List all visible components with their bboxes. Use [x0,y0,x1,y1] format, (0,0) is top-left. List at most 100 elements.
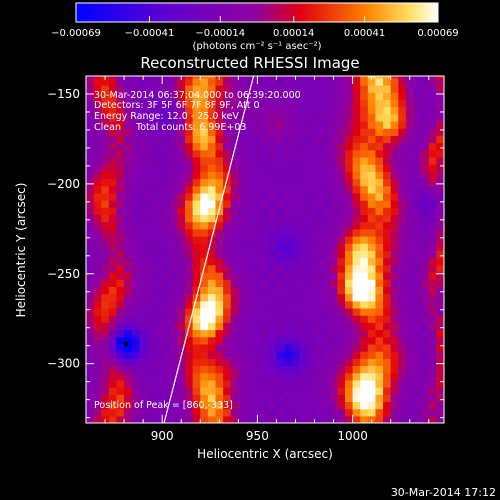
heatmap-cell [291,156,300,165]
generated-timestamp: 30-Mar-2014 17:12 [391,486,496,499]
heatmap-cell [215,372,224,381]
heatmap-cell [146,76,156,79]
heatmap-cell [390,185,399,194]
heatmap-cell [398,228,407,237]
heatmap-cell [268,214,278,223]
heatmap-cell [276,214,285,223]
heatmap-cell [306,192,316,201]
heatmap-cell [405,207,415,216]
heatmap-cell [299,200,308,208]
heatmap-cell [116,228,125,237]
heatmap-cell [405,106,415,115]
heatmap-cell [93,271,102,280]
heatmap-cell [116,120,125,129]
heatmap-cell [428,236,437,244]
heatmap-cell [375,207,384,216]
heatmap-cell [299,76,308,79]
heatmap-cell [253,185,262,194]
heatmap-cell [322,336,331,345]
heatmap-cell [253,315,262,323]
heatmap-cell [284,329,293,338]
heatmap-cell [139,379,148,388]
heatmap-cell [116,113,125,122]
heatmap-cell [162,120,171,129]
heatmap-cell [245,185,255,194]
heatmap-cell [436,279,444,287]
heatmap-cell [329,128,338,136]
heatmap-cell [177,92,186,100]
heatmap-cell [162,164,171,172]
heatmap-cell [131,401,140,410]
heatmap-cell [284,207,293,216]
heatmap-cell [383,415,392,423]
heatmap-cell [116,185,125,194]
heatmap-cell [375,156,384,165]
heatmap-cell [405,192,415,201]
heatmap-cell [398,149,407,158]
heatmap-cell [200,178,209,187]
heatmap-cell [428,257,437,266]
heatmap-cell [86,243,95,251]
heatmap-cell [268,372,278,381]
heatmap-cell [169,164,179,172]
heatmap-cell [306,322,316,331]
heatmap-cell [421,351,430,359]
heatmap-cell [344,372,354,381]
heatmap-cell [245,99,255,108]
heatmap-cell [352,271,361,280]
heatmap-cell [245,207,255,216]
heatmap-cell [322,106,331,115]
heatmap-cell [383,92,392,100]
heatmap-cell [337,120,346,129]
heatmap-cell [185,120,194,129]
heatmap-cell [261,336,270,345]
heatmap-cell [215,200,224,208]
heatmap-cell [93,351,102,359]
heatmap-cell [329,135,338,144]
heatmap-cell [261,214,270,223]
heatmap-cell [367,286,377,295]
heatmap-cell [230,300,239,309]
heatmap-cell [146,135,156,144]
heatmap-cell [223,200,232,208]
heatmap-cell [169,358,179,367]
heatmap-cell [207,351,217,359]
heatmap-cell [86,415,95,423]
y-tick-label: −250 [47,267,80,281]
heatmap-cell [436,286,444,295]
heatmap-cell [276,351,285,359]
heatmap-cell [314,207,323,216]
heatmap-cell [108,236,118,244]
heatmap-cell [329,77,338,86]
heatmap-cell [139,293,148,302]
heatmap-cell [428,221,437,230]
heatmap-cell [337,394,346,403]
heatmap-cell [360,76,369,79]
heatmap-cell [436,185,444,194]
heatmap-cell [428,77,437,86]
heatmap-cell [352,257,361,266]
heatmap-cell [223,271,232,280]
heatmap-cell [413,264,422,273]
heatmap-cell [101,343,110,352]
heatmap-cell [192,300,201,309]
heatmap-cell [405,113,415,122]
heatmap-cell [284,120,293,129]
heatmap-cell [314,336,323,345]
heatmap-cell [329,200,338,208]
heatmap-cell [253,207,262,216]
heatmap-cell [177,293,186,302]
heatmap-cell [428,322,437,331]
heatmap-cell [413,156,422,165]
heatmap-cell [215,185,224,194]
heatmap-cell [86,351,95,359]
heatmap-cell [245,307,255,316]
heatmap-cell [169,329,179,338]
heatmap-cell [192,322,201,331]
colorbar-tick-label: −0.00069 [51,28,101,39]
heatmap-cell [185,250,194,259]
heatmap-cell [230,243,239,251]
heatmap-cell [421,120,430,129]
heatmap-cell [86,164,95,172]
heatmap-cell [352,408,361,417]
